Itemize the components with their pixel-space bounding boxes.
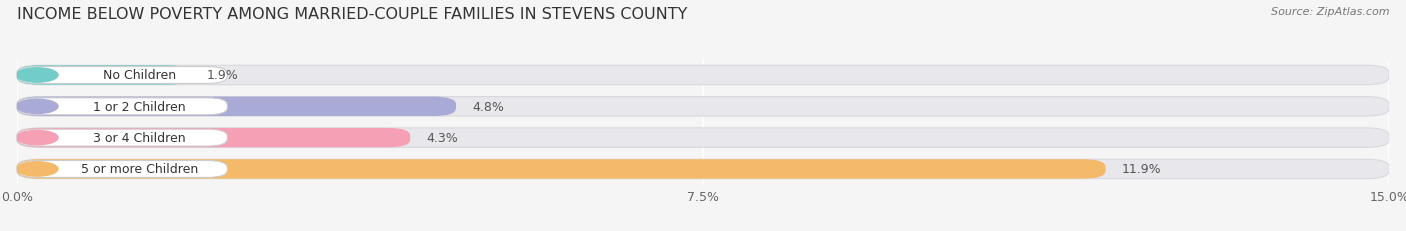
Text: 11.9%: 11.9% bbox=[1122, 163, 1161, 176]
FancyBboxPatch shape bbox=[17, 160, 1389, 179]
Text: 4.3%: 4.3% bbox=[426, 131, 458, 145]
Text: INCOME BELOW POVERTY AMONG MARRIED-COUPLE FAMILIES IN STEVENS COUNTY: INCOME BELOW POVERTY AMONG MARRIED-COUPL… bbox=[17, 7, 688, 22]
FancyBboxPatch shape bbox=[17, 97, 456, 116]
FancyBboxPatch shape bbox=[17, 130, 228, 146]
FancyBboxPatch shape bbox=[17, 97, 1389, 116]
Circle shape bbox=[15, 69, 58, 83]
FancyBboxPatch shape bbox=[17, 128, 411, 148]
FancyBboxPatch shape bbox=[17, 161, 228, 178]
FancyBboxPatch shape bbox=[17, 160, 1105, 179]
Text: 3 or 4 Children: 3 or 4 Children bbox=[93, 131, 186, 145]
FancyBboxPatch shape bbox=[17, 66, 1389, 85]
FancyBboxPatch shape bbox=[17, 67, 228, 84]
Text: 1.9%: 1.9% bbox=[207, 69, 239, 82]
Text: 4.8%: 4.8% bbox=[472, 100, 505, 113]
FancyBboxPatch shape bbox=[17, 66, 191, 85]
FancyBboxPatch shape bbox=[17, 98, 228, 115]
FancyBboxPatch shape bbox=[17, 128, 1389, 148]
Text: No Children: No Children bbox=[103, 69, 176, 82]
Text: 5 or more Children: 5 or more Children bbox=[80, 163, 198, 176]
Text: Source: ZipAtlas.com: Source: ZipAtlas.com bbox=[1271, 7, 1389, 17]
Text: 1 or 2 Children: 1 or 2 Children bbox=[93, 100, 186, 113]
Circle shape bbox=[15, 162, 58, 176]
Circle shape bbox=[15, 100, 58, 114]
Circle shape bbox=[15, 131, 58, 145]
